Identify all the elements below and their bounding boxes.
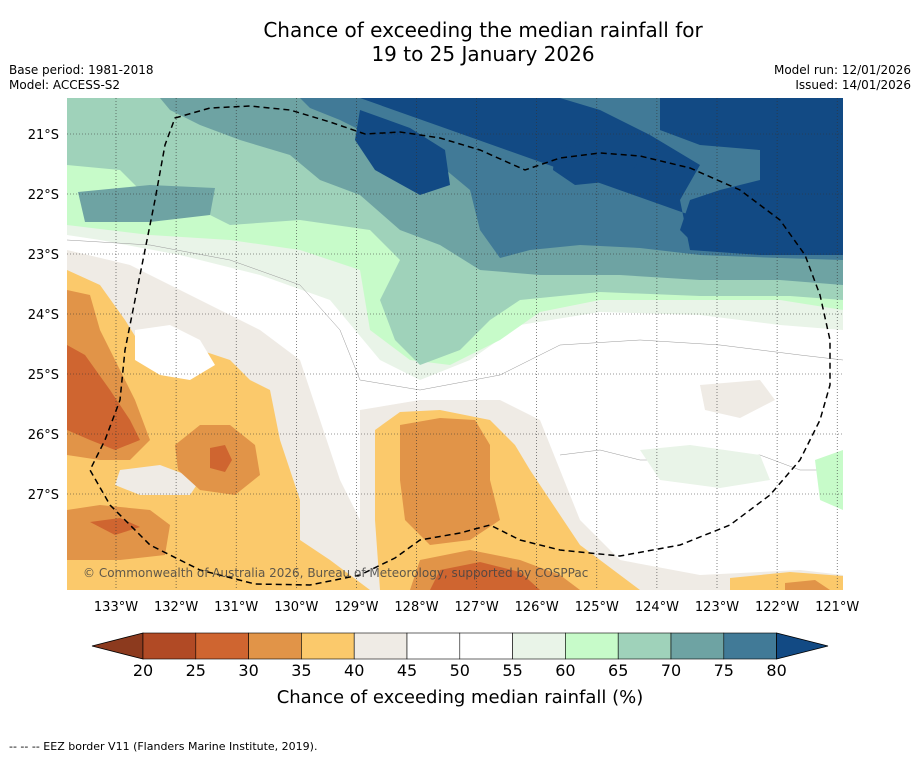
band-30-35-se (785, 580, 830, 590)
colorbar-tick-label: 75 (714, 661, 734, 680)
colorbar-tick-label: 60 (555, 661, 575, 680)
colorbar-segment (406, 632, 461, 660)
colorbar-tick-label: 30 (238, 661, 258, 680)
lon-label: 129°W (334, 600, 378, 615)
title-line-2: 19 to 25 January 2026 (371, 42, 595, 66)
colorbar-tick-label: 65 (608, 661, 628, 680)
band-25-30-west (67, 345, 140, 450)
band-40-45-patch (700, 380, 775, 418)
colorbar-segment (301, 632, 355, 660)
colorbar-label: Chance of exceeding median rainfall (%) (277, 687, 644, 708)
colorbar: 20 25 30 35 40 45 50 55 60 65 70 75 80 (91, 632, 829, 680)
band-30-35-central (400, 418, 500, 545)
meta-right: Model run: 12/01/2026 Issued: 14/01/2026 (774, 63, 911, 93)
colorbar-tick-label: 80 (766, 661, 786, 680)
lon-label: 127°W (455, 600, 499, 615)
colorbar-segment (512, 632, 566, 660)
probability-field: © Commonwealth of Australia 2026, Bureau… (67, 98, 843, 590)
colorbar-segment (670, 632, 725, 660)
band-60-65-east (815, 450, 843, 510)
lon-label: 131°W (214, 600, 258, 615)
lon-label: 133°W (94, 600, 138, 615)
lat-label: 21°S (28, 128, 59, 143)
colorbar-tick-label: 50 (450, 661, 470, 680)
meta-left: Base period: 1981-2018 Model: ACCESS-S2 (9, 63, 154, 93)
lat-label: 25°S (28, 368, 59, 383)
lat-label: 26°S (28, 428, 59, 443)
eez-footnote: -- -- -- EEZ border V11 (Flanders Marine… (9, 740, 318, 753)
lon-label: 130°W (274, 600, 318, 615)
title-line-1: Chance of exceeding the median rainfall … (263, 18, 703, 42)
model-run-text: Model run: 12/01/2026 (773, 63, 911, 77)
model-text: Model: ACCESS-S2 (9, 78, 121, 92)
lon-label: 126°W (515, 600, 559, 615)
contour-line-1 (67, 239, 843, 391)
colorbar-segment (565, 632, 619, 660)
colorbar-segment (142, 632, 197, 660)
lon-label: 123°W (695, 600, 739, 615)
lat-label: 27°S (28, 488, 59, 503)
colorbar-tick-label: 70 (661, 661, 681, 680)
issued-text: Issued: 14/01/2026 (795, 78, 911, 92)
base-period-text: Base period: 1981-2018 (9, 63, 154, 77)
colorbar-segment (195, 632, 249, 660)
band-45-55-hole (135, 325, 215, 380)
lon-label: 122°W (755, 600, 799, 615)
band-gt80-north (355, 110, 450, 195)
band-55-60-patch (640, 445, 770, 488)
band-40-45-hole (115, 465, 200, 495)
band-25-30-south (430, 562, 540, 590)
lat-label: 24°S (28, 308, 59, 323)
colorbar-segment (459, 632, 513, 660)
colorbar-segment (723, 632, 777, 660)
band-gt80-east2 (660, 100, 843, 255)
band-70-75-west (78, 185, 215, 222)
colorbar-extend-high (776, 632, 829, 660)
longitude-labels: 133°W 132°W 131°W 130°W 129°W 128°W 127°W 126°W… (94, 600, 860, 615)
colorbar-tick-label: 35 (291, 661, 311, 680)
lat-label: 22°S (28, 188, 59, 203)
lon-label: 125°W (575, 600, 619, 615)
lon-label: 121°W (815, 600, 859, 615)
colorbar-tick-label: 55 (502, 661, 522, 680)
band-25-30-blob (210, 445, 232, 472)
lat-label: 23°S (28, 248, 59, 263)
colorbar-tick-label: 40 (344, 661, 364, 680)
lon-label: 132°W (154, 600, 198, 615)
colorbar-segment (353, 632, 408, 660)
chart-title: Chance of exceeding the median rainfall … (0, 18, 919, 66)
lon-label: 128°W (394, 600, 438, 615)
colorbar-extend-low (91, 632, 144, 660)
latitude-labels: 21°S 22°S 23°S 24°S 25°S 26°S 27°S (28, 128, 59, 503)
colorbar-tick-label: 25 (186, 661, 206, 680)
colorbar-tick-label: 45 (397, 661, 417, 680)
colorbar-tick-label: 20 (133, 661, 153, 680)
copyright-text: © Commonwealth of Australia 2026, Bureau… (83, 566, 588, 580)
band-gt80-mid (553, 140, 640, 185)
colorbar-segment (617, 632, 672, 660)
lon-label: 124°W (635, 600, 679, 615)
colorbar-segment (248, 632, 302, 660)
